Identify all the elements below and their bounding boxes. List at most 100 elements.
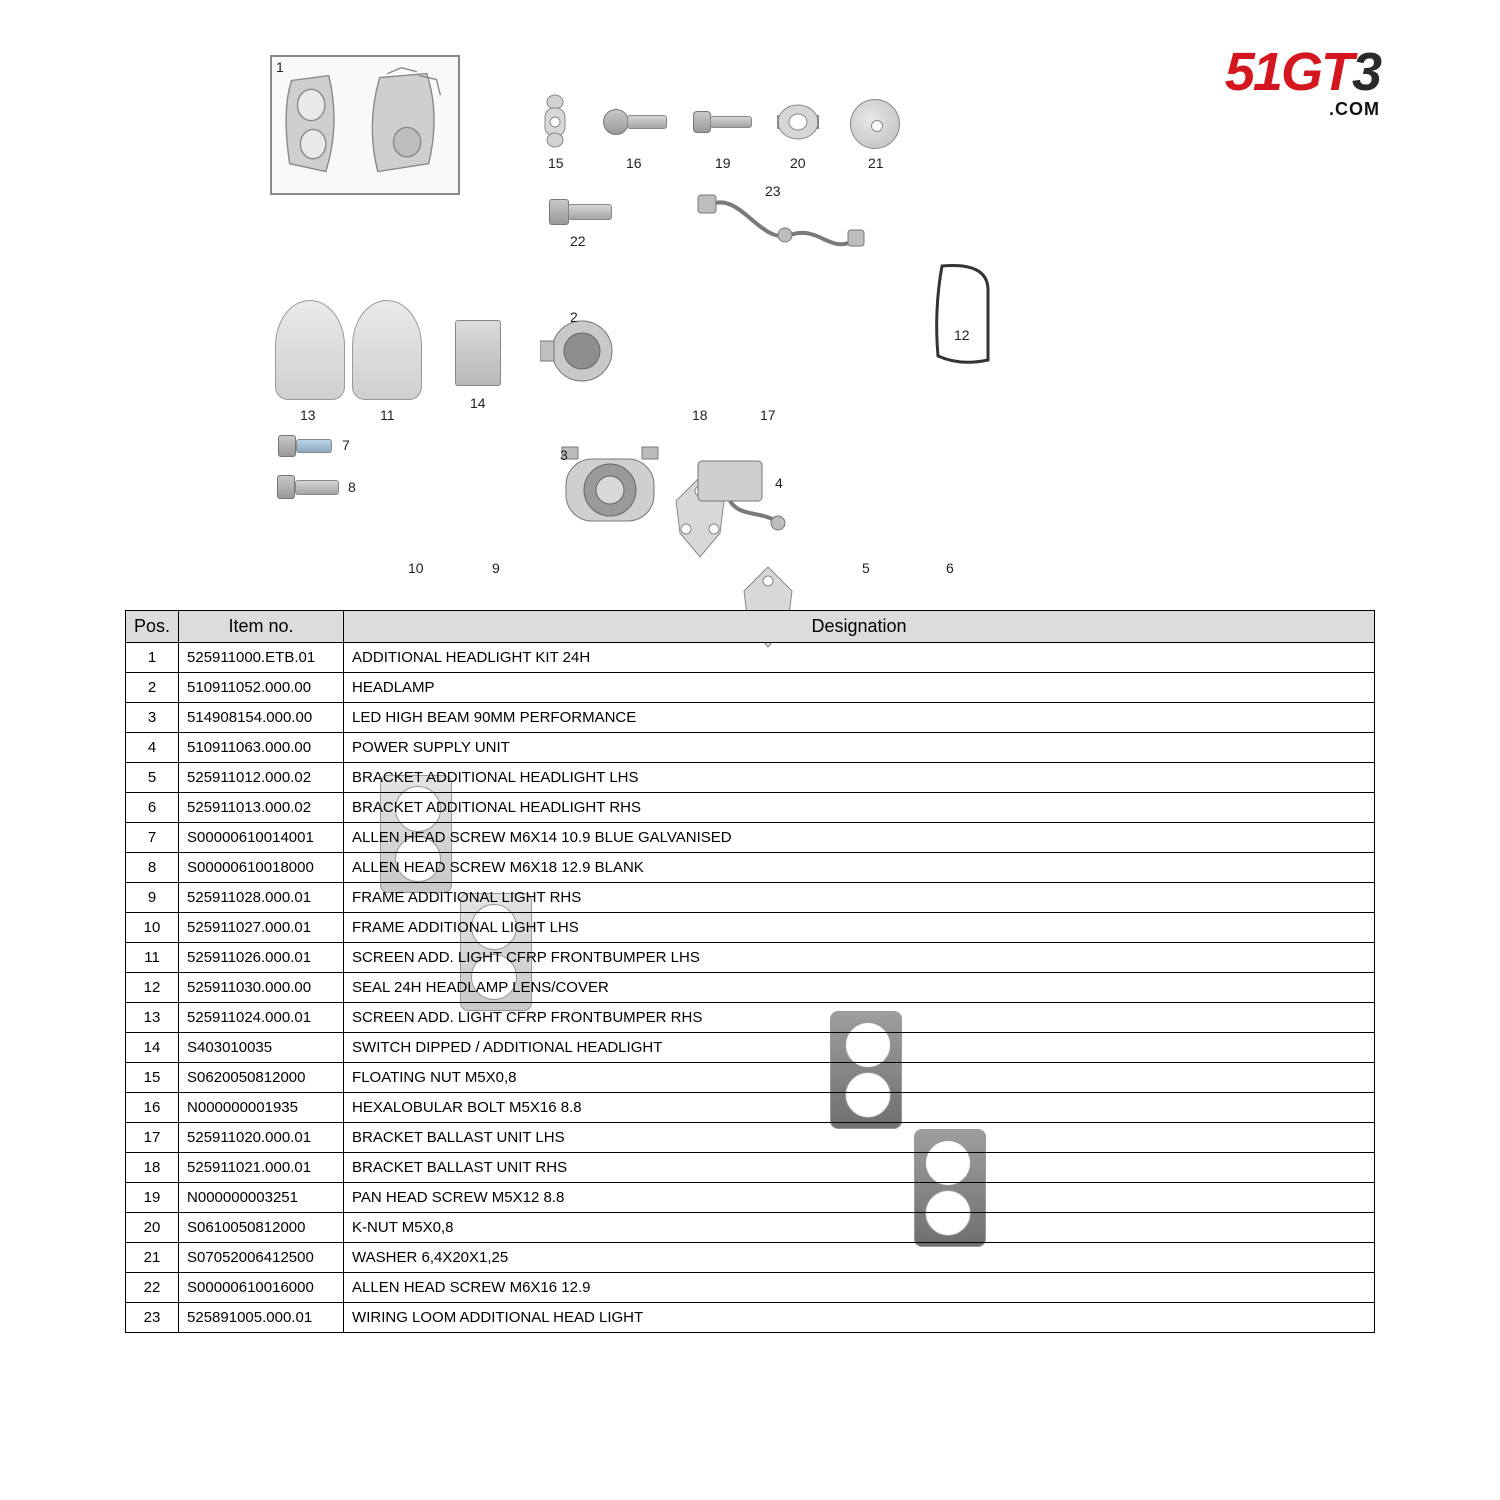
power-supply-icon bbox=[690, 455, 790, 535]
parts-diagram: 1 15 16 19 bbox=[270, 55, 1050, 585]
diagram-part-4 bbox=[690, 455, 790, 535]
cell-item-no: S07052006412500 bbox=[179, 1243, 344, 1273]
cell-item-no: 525911030.000.00 bbox=[179, 973, 344, 1003]
brand-logo-main: 51GT3 bbox=[1225, 48, 1380, 97]
knut-icon bbox=[775, 101, 821, 143]
cell-item-no: N000000001935 bbox=[179, 1093, 344, 1123]
cell-designation: HEADLAMP bbox=[344, 673, 1375, 703]
headlight-assembly-icon bbox=[272, 56, 458, 193]
cell-designation: SCREEN ADD. LIGHT CFRP FRONTBUMPER LHS bbox=[344, 943, 1375, 973]
table-row: 17525911020.000.01BRACKET BALLAST UNIT L… bbox=[126, 1123, 1375, 1153]
cell-item-no: 525911028.000.01 bbox=[179, 883, 344, 913]
diagram-callout-9: 9 bbox=[492, 560, 500, 576]
bolt-head-icon bbox=[603, 109, 629, 135]
cell-item-no: S00000610016000 bbox=[179, 1273, 344, 1303]
cell-designation: WIRING LOOM ADDITIONAL HEAD LIGHT bbox=[344, 1303, 1375, 1333]
bolt-shaft-icon bbox=[627, 115, 667, 129]
cell-designation: SWITCH DIPPED / ADDITIONAL HEADLIGHT bbox=[344, 1033, 1375, 1063]
table-row: 13525911024.000.01SCREEN ADD. LIGHT CFRP… bbox=[126, 1003, 1375, 1033]
diagram-callout-14: 14 bbox=[470, 395, 486, 411]
cell-designation: ADDITIONAL HEADLIGHT KIT 24H bbox=[344, 643, 1375, 673]
led-high-beam-icon bbox=[560, 445, 660, 535]
table-row: 8S00000610018000ALLEN HEAD SCREW M6X18 1… bbox=[126, 853, 1375, 883]
page-root: 51GT3 .COM 1 bbox=[0, 0, 1500, 1500]
cell-pos: 17 bbox=[126, 1123, 179, 1153]
brand-logo: 51GT3 .COM bbox=[1225, 48, 1380, 120]
diagram-callout-7: 7 bbox=[342, 437, 350, 453]
cell-pos: 14 bbox=[126, 1033, 179, 1063]
cell-designation: SCREEN ADD. LIGHT CFRP FRONTBUMPER RHS bbox=[344, 1003, 1375, 1033]
cell-item-no: 525891005.000.01 bbox=[179, 1303, 344, 1333]
cell-designation: WASHER 6,4X20X1,25 bbox=[344, 1243, 1375, 1273]
col-header-item: Item no. bbox=[179, 611, 344, 643]
parts-table-header: Pos. Item no. Designation bbox=[126, 611, 1375, 643]
diagram-part-15 bbox=[535, 90, 575, 150]
table-row: 12525911030.000.00SEAL 24H HEADLAMP LENS… bbox=[126, 973, 1375, 1003]
table-row: 10525911027.000.01FRAME ADDITIONAL LIGHT… bbox=[126, 913, 1375, 943]
cell-pos: 12 bbox=[126, 973, 179, 1003]
table-row: 11525911026.000.01SCREEN ADD. LIGHT CFRP… bbox=[126, 943, 1375, 973]
cell-designation: LED HIGH BEAM 90MM PERFORMANCE bbox=[344, 703, 1375, 733]
cell-item-no: N000000003251 bbox=[179, 1183, 344, 1213]
cell-designation: HEXALOBULAR BOLT M5X16 8.8 bbox=[344, 1093, 1375, 1123]
table-row: 7S00000610014001ALLEN HEAD SCREW M6X14 1… bbox=[126, 823, 1375, 853]
cell-pos: 15 bbox=[126, 1063, 179, 1093]
cell-item-no: 525911024.000.01 bbox=[179, 1003, 344, 1033]
table-row: 22S00000610016000ALLEN HEAD SCREW M6X16 … bbox=[126, 1273, 1375, 1303]
floating-nut-icon bbox=[535, 90, 575, 150]
cell-item-no: 525911020.000.01 bbox=[179, 1123, 344, 1153]
diagram-part-19 bbox=[690, 109, 754, 135]
headlamp-icon bbox=[540, 315, 620, 387]
diagram-callout-19: 19 bbox=[715, 155, 731, 171]
bolt8-head-icon bbox=[277, 475, 295, 499]
cell-item-no: 525911027.000.01 bbox=[179, 913, 344, 943]
table-row: 1525911000.ETB.01ADDITIONAL HEADLIGHT KI… bbox=[126, 643, 1375, 673]
cell-pos: 6 bbox=[126, 793, 179, 823]
screw-head-icon bbox=[693, 111, 711, 133]
cell-designation: ALLEN HEAD SCREW M6X18 12.9 BLANK bbox=[344, 853, 1375, 883]
diagram-part-20 bbox=[775, 101, 821, 143]
cell-pos: 3 bbox=[126, 703, 179, 733]
table-row: 5525911012.000.02BRACKET ADDITIONAL HEAD… bbox=[126, 763, 1375, 793]
diagram-callout-13: 13 bbox=[300, 407, 316, 423]
diagram-callout-5: 5 bbox=[862, 560, 870, 576]
cell-designation: BRACKET BALLAST UNIT RHS bbox=[344, 1153, 1375, 1183]
cell-pos: 1 bbox=[126, 643, 179, 673]
table-row: 20S0610050812000K-NUT M5X0,8 bbox=[126, 1213, 1375, 1243]
cell-item-no: S403010035 bbox=[179, 1033, 344, 1063]
diagram-callout-20: 20 bbox=[790, 155, 806, 171]
diagram-callout-3: 3 bbox=[560, 447, 568, 463]
table-row: 3514908154.000.00LED HIGH BEAM 90MM PERF… bbox=[126, 703, 1375, 733]
bolt7-shaft-icon bbox=[296, 439, 332, 453]
cell-item-no: 525911013.000.02 bbox=[179, 793, 344, 823]
cell-designation: POWER SUPPLY UNIT bbox=[344, 733, 1375, 763]
diagram-callout-16: 16 bbox=[626, 155, 642, 171]
diagram-callout-17: 17 bbox=[760, 407, 776, 423]
cell-designation: BRACKET ADDITIONAL HEADLIGHT RHS bbox=[344, 793, 1375, 823]
diagram-callout-23: 23 bbox=[765, 183, 781, 199]
allen-head-icon bbox=[549, 199, 569, 225]
cell-designation: BRACKET ADDITIONAL HEADLIGHT LHS bbox=[344, 763, 1375, 793]
table-row: 15S0620050812000FLOATING NUT M5X0,8 bbox=[126, 1063, 1375, 1093]
diagram-part-22 bbox=[545, 197, 615, 227]
cell-designation: FRAME ADDITIONAL LIGHT LHS bbox=[344, 913, 1375, 943]
table-row: 19N000000003251PAN HEAD SCREW M5X12 8.8 bbox=[126, 1183, 1375, 1213]
cell-pos: 18 bbox=[126, 1153, 179, 1183]
cell-item-no: 525911000.ETB.01 bbox=[179, 643, 344, 673]
cell-designation: FLOATING NUT M5X0,8 bbox=[344, 1063, 1375, 1093]
cell-pos: 2 bbox=[126, 673, 179, 703]
cell-pos: 20 bbox=[126, 1213, 179, 1243]
table-row: 21S07052006412500WASHER 6,4X20X1,25 bbox=[126, 1243, 1375, 1273]
allen-shaft-icon bbox=[568, 204, 612, 220]
bolt8-shaft-icon bbox=[295, 480, 339, 495]
bolt7-head-icon bbox=[278, 435, 296, 457]
cell-pos: 9 bbox=[126, 883, 179, 913]
table-row: 2510911052.000.00HEADLAMP bbox=[126, 673, 1375, 703]
col-header-pos: Pos. bbox=[126, 611, 179, 643]
diagram-callout-2: 2 bbox=[570, 309, 578, 325]
table-row: 6525911013.000.02BRACKET ADDITIONAL HEAD… bbox=[126, 793, 1375, 823]
diagram-part-12 bbox=[930, 260, 994, 370]
table-row: 23525891005.000.01WIRING LOOM ADDITIONAL… bbox=[126, 1303, 1375, 1333]
cell-designation: K-NUT M5X0,8 bbox=[344, 1213, 1375, 1243]
cell-item-no: 525911026.000.01 bbox=[179, 943, 344, 973]
